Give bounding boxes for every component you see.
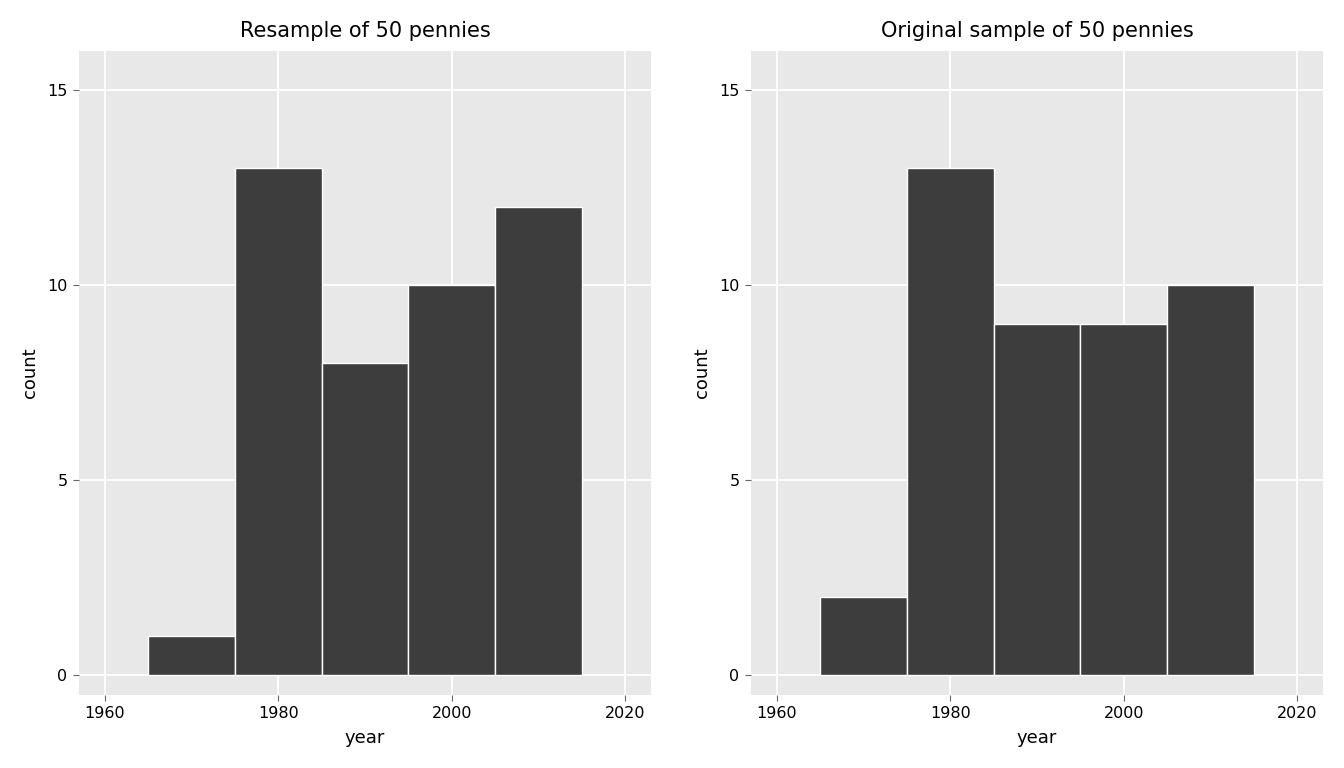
Bar	[1081, 324, 1167, 675]
Bar	[321, 363, 409, 675]
Y-axis label: count: count	[694, 347, 711, 398]
Bar	[1167, 285, 1254, 675]
Bar	[495, 207, 582, 675]
Bar	[148, 636, 235, 675]
Y-axis label: count: count	[22, 347, 39, 398]
X-axis label: year: year	[1016, 729, 1058, 747]
Bar	[235, 168, 321, 675]
Title: Original sample of 50 pennies: Original sample of 50 pennies	[880, 21, 1193, 41]
Title: Resample of 50 pennies: Resample of 50 pennies	[239, 21, 491, 41]
Bar	[907, 168, 993, 675]
Bar	[409, 285, 495, 675]
Bar	[993, 324, 1081, 675]
Bar	[820, 598, 907, 675]
X-axis label: year: year	[344, 729, 386, 747]
